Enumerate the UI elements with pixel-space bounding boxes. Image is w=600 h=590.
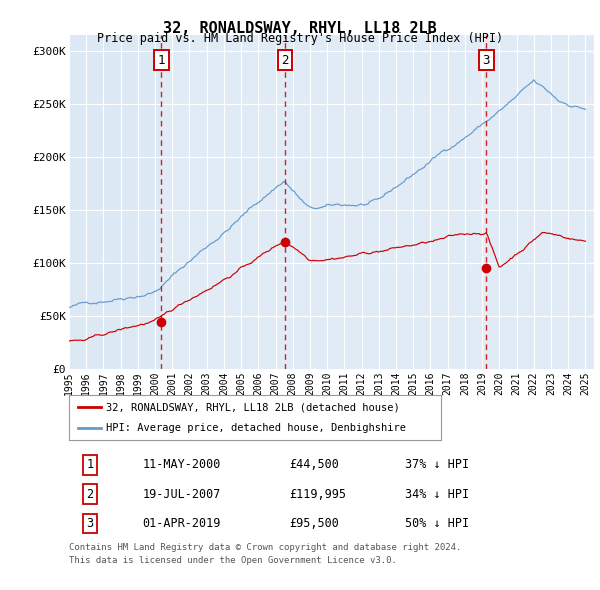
Text: £44,500: £44,500 [290, 458, 340, 471]
Text: 3: 3 [86, 517, 94, 530]
Text: £95,500: £95,500 [290, 517, 340, 530]
Text: 1: 1 [158, 54, 165, 67]
Bar [161, 35, 285, 369]
Text: 1: 1 [86, 458, 94, 471]
Bar [285, 35, 487, 369]
Text: Price paid vs. HM Land Registry's House Price Index (HPI): Price paid vs. HM Land Registry's House … [97, 32, 503, 45]
Bar [487, 35, 594, 369]
Text: £119,995: £119,995 [290, 487, 347, 501]
Text: Contains HM Land Registry data © Crown copyright and database right 2024.: Contains HM Land Registry data © Crown c… [69, 543, 461, 552]
Text: HPI: Average price, detached house, Denbighshire: HPI: Average price, detached house, Denb… [106, 422, 406, 432]
Text: 32, RONALDSWAY, RHYL, LL18 2LB (detached house): 32, RONALDSWAY, RHYL, LL18 2LB (detached… [106, 402, 400, 412]
Text: 2: 2 [281, 54, 289, 67]
Text: 19-JUL-2007: 19-JUL-2007 [143, 487, 221, 501]
Text: 32, RONALDSWAY, RHYL, LL18 2LB: 32, RONALDSWAY, RHYL, LL18 2LB [163, 21, 437, 35]
Text: 3: 3 [482, 54, 490, 67]
Text: 37% ↓ HPI: 37% ↓ HPI [405, 458, 469, 471]
Text: This data is licensed under the Open Government Licence v3.0.: This data is licensed under the Open Gov… [69, 556, 397, 565]
Text: 2: 2 [86, 487, 94, 501]
Text: 34% ↓ HPI: 34% ↓ HPI [405, 487, 469, 501]
Text: 50% ↓ HPI: 50% ↓ HPI [405, 517, 469, 530]
Text: 11-MAY-2000: 11-MAY-2000 [143, 458, 221, 471]
Text: 01-APR-2019: 01-APR-2019 [143, 517, 221, 530]
